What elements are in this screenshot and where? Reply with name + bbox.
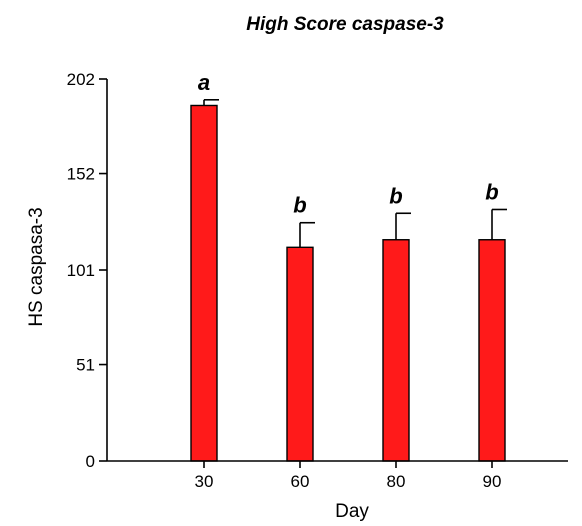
y-tick-label: 152 xyxy=(67,165,95,184)
bar-day-30 xyxy=(190,104,218,462)
y-tick-label: 0 xyxy=(86,452,95,471)
x-tick-label: 60 xyxy=(291,472,310,491)
bar-day-60 xyxy=(286,246,314,462)
bar-day-80 xyxy=(382,239,410,462)
group-letter-series: a b b b xyxy=(198,70,499,218)
x-axis-label: Day xyxy=(335,501,369,522)
x-axis-ticks: 30 60 80 90 xyxy=(195,461,502,491)
y-axis-label: HS caspasa-3 xyxy=(26,207,47,326)
group-letter-day-30: a xyxy=(198,70,210,95)
x-tick-label: 30 xyxy=(195,472,214,491)
bar-day-90 xyxy=(478,239,506,462)
y-tick-label: 202 xyxy=(67,70,95,89)
x-tick-label: 80 xyxy=(387,472,406,491)
bar-series xyxy=(190,104,506,462)
x-tick-label: 90 xyxy=(483,472,502,491)
error-bar-day-30 xyxy=(203,99,219,106)
group-letter-day-90: b xyxy=(485,179,498,204)
error-bar-day-80 xyxy=(395,212,411,240)
y-tick-label: 51 xyxy=(76,356,95,375)
error-bar-series xyxy=(203,99,507,248)
chart-title: High Score caspase-3 xyxy=(246,14,444,35)
y-axis-ticks: 0 51 101 152 202 xyxy=(67,70,107,471)
group-letter-day-80: b xyxy=(389,183,402,208)
error-bar-day-90 xyxy=(491,208,507,240)
group-letter-day-60: b xyxy=(293,193,306,218)
y-tick-label: 101 xyxy=(67,261,95,280)
error-bar-day-60 xyxy=(299,221,315,248)
